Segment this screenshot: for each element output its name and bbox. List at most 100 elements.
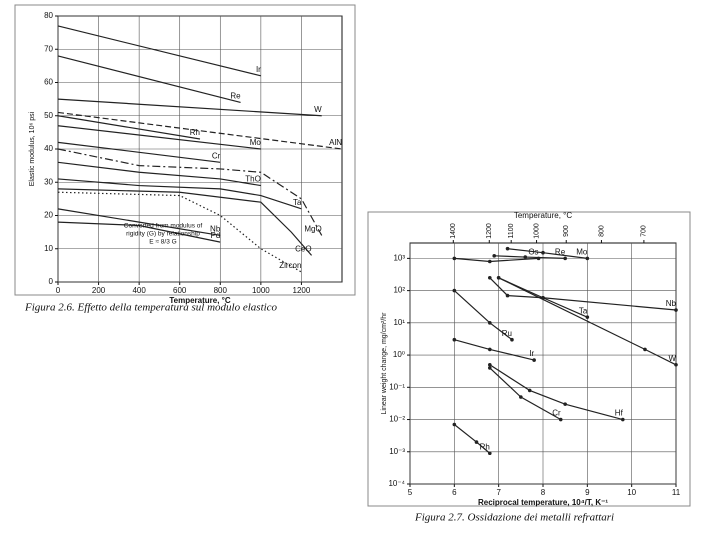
series-line	[57, 98, 322, 117]
figure-frame	[367, 211, 691, 507]
series-label: Re	[555, 247, 566, 256]
y-tick-label: 10⁻⁴	[388, 479, 405, 488]
data-point	[492, 254, 497, 258]
series-line	[57, 188, 313, 256]
series-line	[57, 111, 343, 150]
series-line	[57, 178, 302, 210]
series-label: Rh	[190, 128, 200, 137]
y-tick-label: 10¹	[393, 318, 405, 327]
x2-tick-label: 900	[563, 225, 570, 237]
series-label: Cr	[212, 151, 221, 160]
y-tick-label: 20	[44, 211, 53, 220]
series-label: W	[314, 105, 322, 114]
y-tick-label: 10³	[393, 253, 405, 262]
data-point	[532, 358, 536, 362]
y-tick-label: 10	[44, 244, 53, 253]
series-line	[57, 55, 241, 104]
y-axis-label: Linear weight change, mg/cm²/hr	[381, 312, 388, 415]
x2-tick-label: 1000	[533, 223, 540, 239]
y-tick-label: 70	[44, 44, 53, 53]
series-line	[489, 364, 623, 421]
y-tick-label: 10⁰	[393, 350, 405, 359]
annotation: E ≈ 8/3 G	[149, 239, 176, 246]
series-line	[57, 148, 323, 236]
y-tick-label: 10²	[393, 286, 405, 295]
caption: Figura 2.6. Effetto della temperatura su…	[24, 302, 278, 314]
figure-frame	[14, 4, 356, 296]
x-tick-label: 600	[173, 286, 187, 295]
series-label: Cr	[552, 409, 561, 418]
annotation: rigidity (G) by relationship	[126, 231, 200, 238]
series-label: Hf	[615, 409, 624, 418]
x-tick-label: 6	[452, 488, 457, 497]
series-line	[489, 367, 562, 421]
x2-tick-label: 1100	[508, 223, 515, 238]
y-tick-label: 50	[44, 111, 53, 120]
series-label: Mo	[250, 138, 262, 147]
x-tick-label: 400	[132, 286, 146, 295]
series-line	[57, 125, 261, 150]
series-label: Ta	[579, 306, 588, 315]
series-line	[494, 255, 566, 259]
series-label: Ir	[256, 65, 261, 74]
y-tick-label: 60	[44, 78, 53, 87]
y-tick-label: 30	[44, 177, 53, 186]
series-line	[454, 257, 539, 263]
x-tick-label: 1000	[252, 286, 270, 295]
series-label: MgO	[304, 225, 321, 234]
series-line	[57, 191, 302, 273]
series-label: AlN	[329, 138, 342, 147]
y-tick-label: 10⁻²	[389, 415, 405, 424]
series-line	[57, 115, 201, 140]
x-tick-label: 1200	[293, 286, 311, 295]
series-label: Nb	[210, 225, 221, 234]
annotation: Converted from modulus of	[124, 223, 203, 230]
series-label: Pd	[210, 231, 220, 240]
x2-tick-label: 1400	[450, 223, 457, 239]
series-label: Zircon	[279, 261, 301, 270]
x2-tick-label: 800	[598, 225, 605, 237]
series-line	[57, 221, 221, 243]
x-tick-label: 11	[672, 488, 681, 497]
x-tick-label: 5	[408, 488, 413, 497]
series-label: Ru	[502, 329, 512, 338]
series-line	[57, 208, 221, 237]
x2-tick-label: 1200	[486, 223, 493, 239]
series-label: ThO	[245, 175, 261, 184]
series-label: Ta	[293, 198, 302, 207]
x2-axis-label: Temperature, °C	[514, 211, 573, 220]
y-tick-label: 80	[44, 11, 53, 20]
x-tick-label: 200	[92, 286, 106, 295]
series-line	[453, 424, 491, 454]
x-tick-label: 10	[627, 488, 636, 497]
series-label: Nb	[666, 299, 677, 308]
x-tick-label: 9	[585, 488, 590, 497]
series-line	[57, 161, 261, 187]
x-axis-label: Temperature, °C	[169, 296, 231, 305]
x-tick-label: 0	[56, 286, 61, 295]
series-line	[454, 339, 535, 361]
series-line	[498, 277, 677, 366]
x-tick-label: 8	[541, 488, 546, 497]
series-label: Ir	[529, 349, 534, 358]
x2-tick-label: 700	[641, 225, 648, 237]
caption: Figura 2.7. Ossidazione dei metalli refr…	[414, 512, 614, 524]
series-label: Mo	[576, 247, 588, 256]
x-tick-label: 800	[214, 286, 228, 295]
y-tick-label: 10⁻³	[389, 447, 405, 456]
series-line	[507, 248, 588, 259]
series-label: CeO	[295, 245, 311, 254]
x-axis-label: Reciprocal temperature, 10⁴/T, K⁻¹	[478, 498, 608, 507]
series-line	[453, 290, 513, 341]
y-tick-label: 40	[44, 144, 53, 153]
y-axis-label: Elastic modulus, 10⁶ psi	[29, 111, 36, 186]
series-line	[489, 277, 677, 311]
y-tick-label: 10⁻¹	[389, 382, 405, 391]
series-label: W	[668, 354, 676, 363]
x-tick-label: 7	[496, 488, 501, 497]
series-line	[57, 25, 262, 77]
series-label: Rh	[480, 442, 490, 451]
series-line	[57, 141, 221, 163]
y-tick-label: 0	[49, 277, 54, 286]
